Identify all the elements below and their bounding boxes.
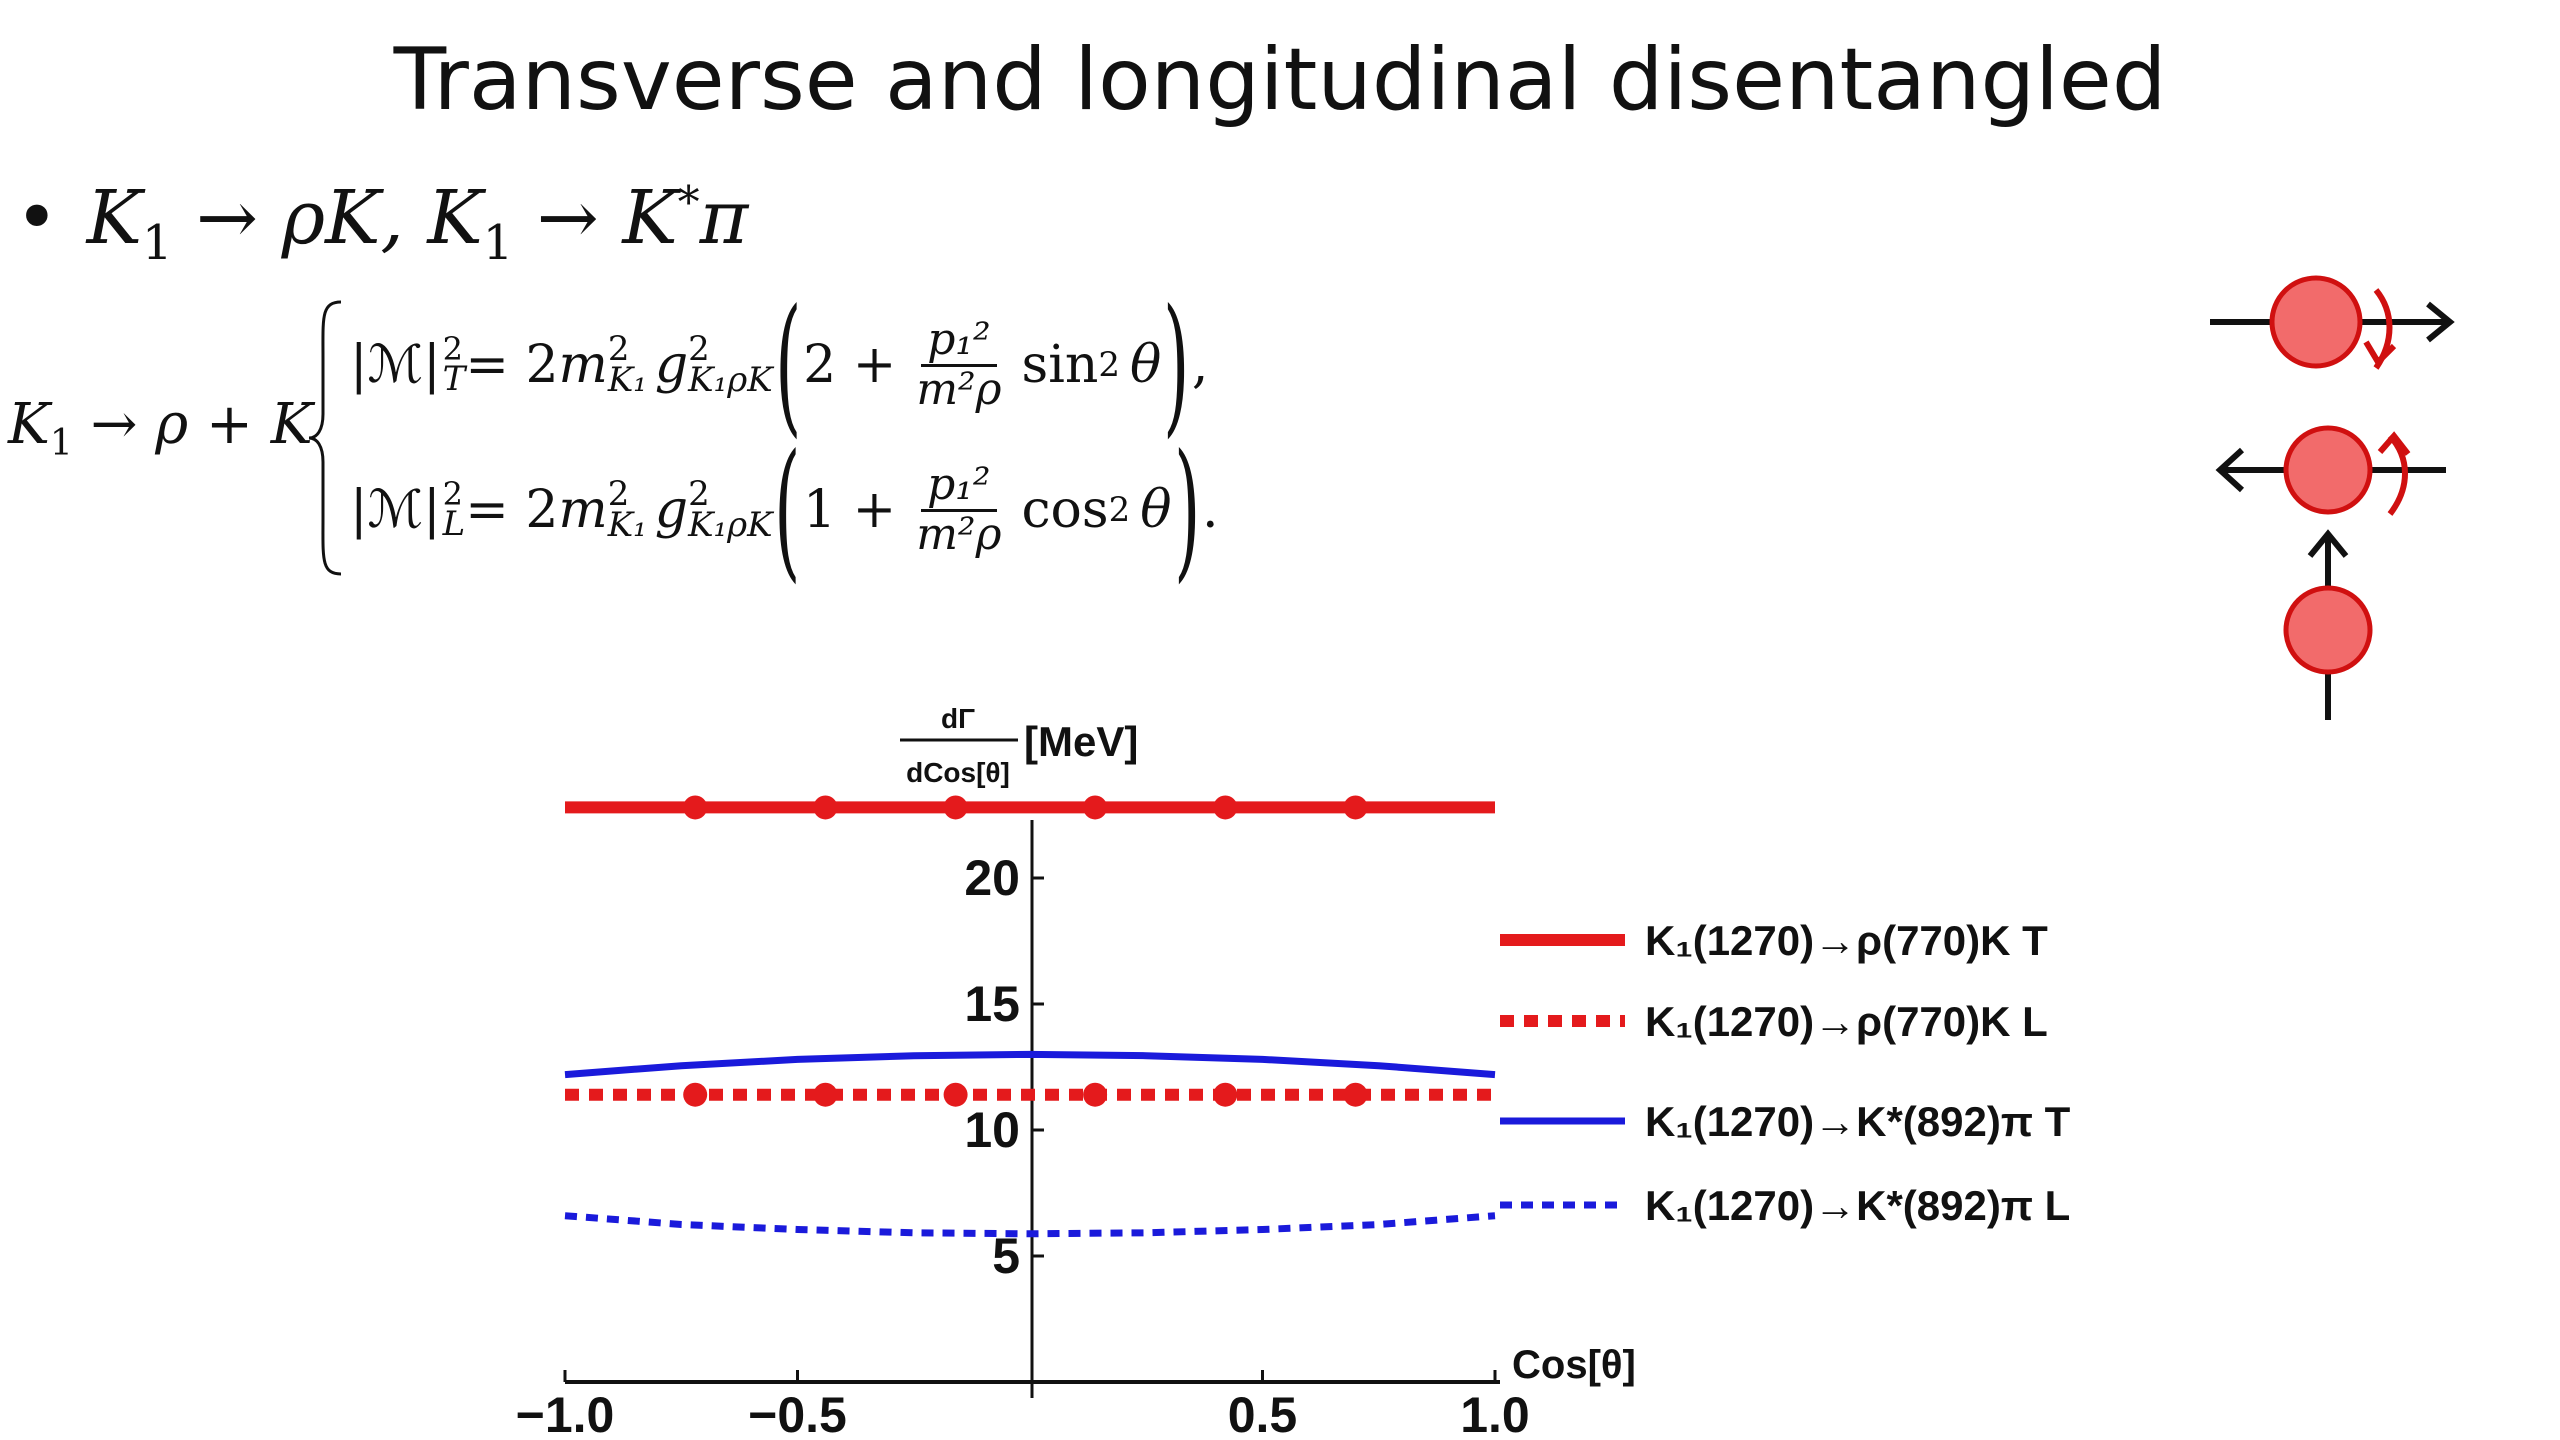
legend-label-2: K₁(1270)→K*(892)π T: [1645, 1098, 2071, 1145]
series-marker-0: [943, 795, 968, 820]
bullet-kstar: K: [622, 175, 678, 261]
particle-circle-middle: [2283, 425, 2373, 515]
y-tick-label: 15: [964, 976, 1020, 1032]
x-tick-label: −1.0: [516, 1387, 615, 1440]
bullet-arrow-a: →: [196, 175, 259, 261]
eq1-pol: T: [442, 359, 466, 400]
eq1-open: (: [774, 278, 802, 452]
y-tick-label: 5: [992, 1228, 1020, 1284]
bullet-marker: •: [15, 175, 59, 261]
eq1-close: ): [1163, 278, 1190, 452]
arrow-up-head-icon: [2307, 529, 2349, 558]
eq2-ampl: |ℳ|: [350, 480, 441, 540]
eq1-punct: ,: [1191, 335, 1209, 395]
y-axis-label-numerator: dΓ: [941, 703, 975, 734]
eq2-gsub: K₁ρK: [688, 505, 773, 545]
eq-lhs-rest: → ρ + K: [72, 392, 313, 457]
particle-circle-bottom: [2283, 585, 2373, 675]
spin-arc-middle-icon: [2387, 433, 2408, 516]
series-marker-1: [1213, 1082, 1238, 1107]
y-tick-label: 20: [964, 850, 1020, 906]
series-marker-0: [1343, 795, 1368, 820]
series-line-2: [564, 1050, 1496, 1079]
legend-label-1: K₁(1270)→ρ(770)K L: [1645, 998, 2048, 1045]
series-marker-1: [1343, 1082, 1368, 1107]
eq2-m: m: [558, 480, 608, 540]
eq2-den: m²ρ: [916, 508, 1002, 560]
eq-lhs-k: K: [8, 392, 50, 457]
x-tick-label: −0.5: [748, 1387, 847, 1440]
bullet-arrow-b: →: [536, 175, 599, 261]
eq1-mid: = 2: [465, 335, 559, 395]
x-axis-label: Cos[θ]: [1512, 1343, 1636, 1387]
particle-circle-top: [2269, 275, 2363, 369]
series-marker-1: [1083, 1082, 1108, 1107]
bullet-k1-a-sub: 1: [141, 214, 173, 271]
equation-row-transverse: |ℳ| 2 T = 2 m 2 K₁ g 2 K₁ρK ( 2 + p₁² m²ρ sin 2 …: [350, 278, 1209, 452]
eq1-g: g: [654, 335, 689, 395]
series-marker-0: [683, 795, 708, 820]
equation-brace: [308, 300, 342, 576]
bullet-kstar-sup: *: [677, 177, 700, 229]
y-axis-label-unit: [MeV]: [1024, 718, 1138, 765]
eq1-theta: θ: [1130, 335, 1162, 395]
legend-label-3: K₁(1270)→K*(892)π L: [1645, 1182, 2070, 1229]
y-axis-label-denominator: dCos[θ]: [906, 757, 1010, 788]
equation-row-longitudinal: |ℳ| 2 L = 2 m 2 K₁ g 2 K₁ρK ( 1 + p₁² m²ρ cos 2 …: [350, 423, 1219, 597]
eq2-theta: θ: [1140, 480, 1172, 540]
eq1-ampl: |ℳ|: [350, 335, 441, 395]
series-marker-0: [1213, 795, 1238, 820]
eq1-mk: K₁: [607, 360, 647, 400]
chart-plot-area: −1.0 −0.5 0.5 1.0 5 10 15 20 Cos[θ] dΓ dCos[θ] [MeV…: [516, 703, 2071, 1440]
bullet-decay-modes: • K1 → ρK, K1 → K*π: [15, 175, 748, 271]
eq1-const: 2 +: [803, 335, 897, 395]
series-marker-1: [943, 1082, 968, 1107]
eq2-mk: K₁: [607, 505, 647, 545]
bullet-k1-a: K: [86, 175, 142, 261]
bullet-k1-b-sub: 1: [482, 214, 514, 271]
eq1-m: m: [558, 335, 608, 395]
eq2-open: (: [774, 423, 801, 597]
polarization-diagram: [2210, 275, 2455, 720]
arrow-right-head-icon: [2426, 301, 2455, 343]
eq2-const: 1 +: [803, 480, 897, 540]
x-tick-label: 0.5: [1228, 1387, 1298, 1440]
eq1-den: m²ρ: [916, 363, 1002, 415]
eq2-mid: = 2: [465, 480, 559, 540]
series-marker-1: [813, 1082, 838, 1107]
eq2-fraction: p₁² m²ρ: [910, 462, 1007, 560]
eq1-gsub: K₁ρK: [688, 360, 773, 400]
legend-label-0: K₁(1270)→ρ(770)K T: [1645, 917, 2048, 964]
eq2-g: g: [654, 480, 689, 540]
slide-title: Transverse and longitudinal disentangled: [393, 30, 2167, 130]
eq2-pol: L: [442, 504, 466, 545]
eq2-trig: cos: [1021, 480, 1109, 540]
series-line-3: [564, 1212, 1496, 1238]
eq-lhs-sub: 1: [49, 423, 73, 465]
bullet-rhok: ρK,: [281, 175, 404, 261]
arrow-left-head-icon: [2215, 447, 2245, 493]
series-marker-1: [683, 1082, 708, 1107]
eq1-fraction: p₁² m²ρ: [910, 317, 1007, 415]
eq2-num: p₁²: [921, 462, 997, 512]
series-marker-0: [813, 795, 838, 820]
bullet-k1-b: K: [427, 175, 483, 261]
eq2-close: ): [1173, 423, 1200, 597]
eq2-punct: .: [1202, 480, 1219, 540]
y-tick-label: 10: [964, 1102, 1020, 1158]
series-marker-0: [1083, 795, 1108, 820]
bullet-pi: π: [699, 175, 749, 261]
eq1-trig: sin: [1021, 335, 1099, 395]
equation-lhs: K1 → ρ + K: [8, 392, 313, 464]
eq1-num: p₁²: [921, 317, 997, 367]
x-tick-label: 1.0: [1460, 1387, 1530, 1440]
